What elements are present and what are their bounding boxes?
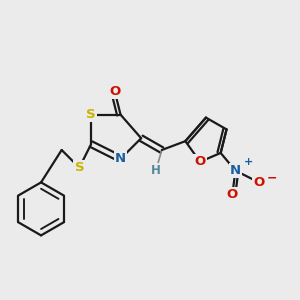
Text: N: N	[115, 152, 126, 165]
Text: +: +	[244, 157, 254, 167]
Text: −: −	[267, 171, 278, 184]
Text: O: O	[253, 176, 265, 189]
Text: N: N	[230, 164, 241, 177]
Text: O: O	[109, 85, 120, 98]
Text: O: O	[194, 155, 206, 168]
Text: S: S	[86, 108, 96, 121]
Text: H: H	[151, 164, 161, 177]
Text: S: S	[74, 161, 84, 174]
Text: O: O	[227, 188, 238, 201]
